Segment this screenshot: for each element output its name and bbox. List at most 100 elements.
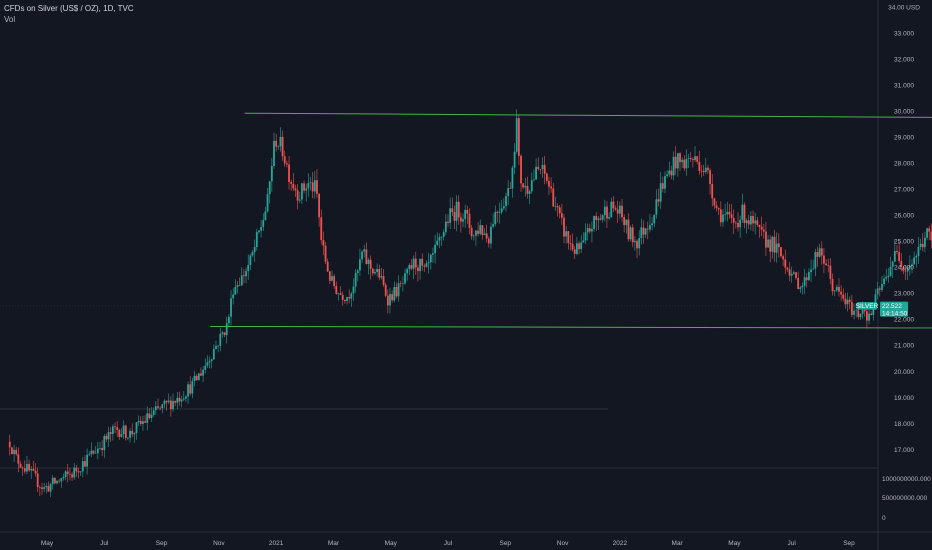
candle-body	[395, 287, 398, 297]
candle-body	[94, 453, 97, 454]
volume-tick-label: 500000000.000	[882, 495, 928, 502]
candle-body	[255, 232, 258, 248]
price-tick-label: 25.000	[894, 239, 914, 246]
candle-body	[661, 183, 664, 189]
candle-body	[668, 170, 671, 175]
candle-body	[507, 188, 510, 197]
candle-body	[135, 422, 138, 434]
candle-body	[537, 166, 540, 170]
candle-body	[633, 240, 636, 243]
candle-body	[739, 219, 742, 228]
candle-body	[715, 205, 718, 208]
candle-body	[685, 158, 688, 169]
candle-body	[148, 413, 151, 418]
candle-body	[853, 310, 855, 315]
candle-body	[350, 293, 353, 299]
candle-body	[762, 229, 765, 232]
candle-body	[741, 204, 744, 220]
candle-body	[554, 206, 557, 207]
candle-body	[595, 216, 598, 220]
price-tick-label: 24.000	[894, 265, 914, 272]
time-tick-label: Mar	[328, 540, 340, 547]
candle-body	[249, 255, 252, 265]
candle-body	[324, 245, 327, 262]
time-axis[interactable]: May Jul Sep Nov 2021 Mar May Jul Sep Nov 2022 Mar Ma…	[41, 540, 855, 547]
trendlines[interactable]	[210, 112, 932, 329]
candle-body	[702, 170, 705, 173]
candle-body	[352, 286, 355, 294]
candle-body	[193, 375, 196, 382]
time-tick-label: Jul	[788, 540, 797, 547]
candle-body	[356, 270, 359, 273]
candle-body	[152, 410, 155, 415]
candle-body	[236, 285, 239, 287]
candle-body	[348, 297, 351, 299]
symbol-tag-text: SILVER	[856, 303, 879, 310]
candle-body	[81, 461, 84, 472]
candle-body	[414, 258, 417, 268]
candle-body	[363, 249, 366, 252]
candle-body	[694, 156, 696, 161]
candle-body	[73, 467, 76, 478]
candle-body	[191, 381, 194, 394]
candle-body	[313, 180, 316, 192]
candle-body	[51, 477, 54, 485]
candle-body	[275, 140, 278, 147]
candle-body	[621, 205, 623, 218]
candle-body	[455, 201, 458, 221]
candle-body	[500, 208, 503, 213]
candle-body	[749, 216, 752, 225]
candle-body	[575, 243, 578, 254]
price-axis[interactable]: 34.00 USD 33.000 32.000 31.000 30.000 29.000 2…	[888, 4, 920, 454]
candle-body	[438, 237, 441, 241]
candle-body	[434, 244, 437, 254]
candle-body	[758, 224, 761, 227]
price-tick-label: 20.000	[894, 369, 914, 376]
candle-body	[444, 221, 447, 233]
volume-axis[interactable]: 1000000000.000 500000000.000 0	[882, 476, 931, 522]
candle-body	[683, 159, 686, 169]
candle-body	[857, 310, 860, 317]
candle-body	[144, 421, 147, 423]
candle-body	[679, 153, 681, 163]
candle-body	[582, 240, 585, 243]
candle-body	[365, 249, 368, 265]
candle-body	[60, 478, 63, 482]
candle-body	[823, 255, 825, 264]
candle-body	[45, 486, 48, 488]
candle-body	[698, 161, 701, 171]
candle-body	[777, 243, 780, 248]
candle-body	[747, 220, 750, 225]
candle-body	[303, 183, 305, 191]
candle-body	[298, 199, 301, 201]
candle-body	[38, 487, 41, 488]
price-tick-label: 28.000	[894, 161, 914, 168]
price-tick-label: 21.000	[894, 343, 914, 350]
candle-body	[343, 299, 346, 302]
candle-body	[840, 291, 843, 295]
candle-body	[86, 454, 88, 467]
candle-body	[913, 257, 916, 265]
candle-body	[472, 235, 475, 237]
candle-body	[96, 448, 99, 454]
candle-body	[28, 463, 30, 471]
candle-body	[176, 397, 179, 403]
time-tick-label: Sep	[843, 540, 855, 547]
candle-body	[378, 268, 381, 278]
candle-body	[253, 247, 256, 252]
candle-body	[571, 243, 574, 250]
candle-body	[597, 218, 600, 220]
candle-body	[769, 239, 772, 252]
candle-body	[653, 214, 656, 224]
time-tick-label: Mar	[672, 540, 684, 547]
candle-body	[558, 207, 561, 214]
candle-body	[612, 201, 615, 209]
candle-body	[419, 258, 421, 272]
candle-body	[77, 471, 80, 473]
candle-body	[90, 450, 93, 455]
candle-body	[926, 228, 928, 238]
candle-body	[646, 228, 649, 230]
